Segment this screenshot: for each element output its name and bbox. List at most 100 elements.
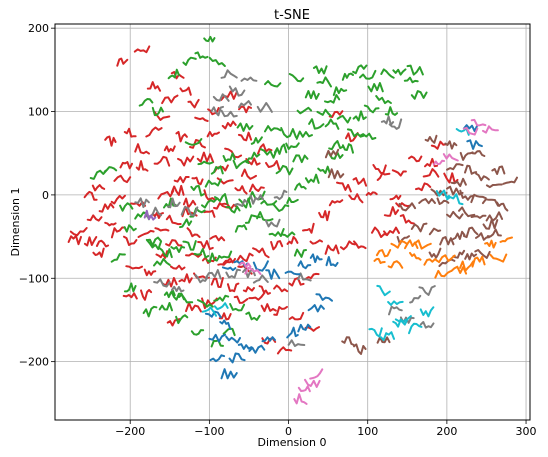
scatter-glyph-red xyxy=(242,286,255,293)
scatter-glyph-gray xyxy=(249,194,265,205)
scatter-glyph-red xyxy=(257,143,273,155)
scatter-glyph-green xyxy=(296,106,313,115)
x-tick-label: 0 xyxy=(285,425,292,438)
scatter-glyph-cyan xyxy=(446,193,464,206)
scatter-glyph-gray xyxy=(194,274,209,284)
scatter-glyph-blue xyxy=(466,139,483,150)
scatter-glyph-green xyxy=(158,247,173,259)
scatter-glyph-red xyxy=(157,189,175,200)
scatter-glyph-green xyxy=(170,245,186,253)
scatter-glyph-red xyxy=(95,239,110,248)
scatter-glyph-green xyxy=(264,125,282,133)
scatter-glyph-red xyxy=(383,206,400,217)
scatter-glyph-cyan xyxy=(387,300,404,306)
scatter-glyph-brown xyxy=(474,249,491,259)
scatter-glyph-red xyxy=(391,169,407,177)
scatter-glyph-red xyxy=(69,227,88,237)
scatter-glyph-pink xyxy=(462,126,479,136)
scatter-glyph-gray xyxy=(220,109,238,118)
scatter-glyph-blue xyxy=(309,253,323,264)
scatter-glyph-brown xyxy=(450,177,467,188)
x-tick-label: 100 xyxy=(357,425,378,438)
scatter-glyph-gray xyxy=(210,105,224,117)
scatter-glyph-red xyxy=(123,127,137,138)
scatter-glyph-gray xyxy=(225,268,241,279)
scatter-glyph-red xyxy=(258,285,271,295)
scatter-glyph-red xyxy=(196,151,215,164)
scatter-glyph-green xyxy=(341,72,354,81)
scatter-glyph-red xyxy=(365,191,378,196)
scatter-glyph-red xyxy=(260,303,277,313)
scatter-glyph-red xyxy=(189,139,206,149)
scatter-glyph-green xyxy=(273,143,288,155)
scatter-glyph-pink xyxy=(238,261,252,268)
scatter-glyph-orange xyxy=(484,239,497,249)
scatter-glyph-red xyxy=(221,120,237,130)
y-tick-label: −200 xyxy=(19,356,49,369)
scatter-glyph-red xyxy=(302,222,315,234)
scatter-glyph-brown xyxy=(438,258,456,267)
scatter-glyph-blue xyxy=(315,293,333,302)
scatter-glyph-brown xyxy=(485,211,504,222)
scatter-glyph-green xyxy=(352,64,368,75)
scatter-glyph-green xyxy=(281,231,296,238)
plot-frame xyxy=(54,23,531,421)
scatter-glyph-red xyxy=(233,295,249,304)
scatter-glyph-brown xyxy=(502,176,518,185)
y-tick-label: 200 xyxy=(28,22,49,35)
scatter-glyph-gray xyxy=(256,102,273,113)
scatter-glyph-red xyxy=(353,240,367,250)
scatter-glyph-gray xyxy=(166,197,181,209)
scatter-glyph-red xyxy=(371,226,389,238)
scatter-glyph-red xyxy=(165,239,183,247)
scatter-glyph-red xyxy=(422,168,440,178)
scatter-glyph-red xyxy=(348,193,364,204)
scatter-glyph-orange xyxy=(375,249,392,258)
scatter-glyph-green xyxy=(293,248,307,258)
scatter-glyph-blue xyxy=(252,260,269,272)
scatter-glyph-red xyxy=(276,346,293,355)
scatter-glyph-green xyxy=(359,132,377,140)
scatter-glyph-cyan xyxy=(380,331,395,342)
scatter-glyph-brown xyxy=(452,249,466,259)
scatter-glyph-red xyxy=(240,168,257,180)
scatter-glyph-red xyxy=(170,184,185,196)
scatter-glyph-red xyxy=(197,240,214,251)
scatter-glyph-red xyxy=(252,247,270,259)
scatter-glyph-blue xyxy=(284,270,301,276)
scatter-glyph-pink xyxy=(442,153,459,162)
scatter-glyph-red xyxy=(137,229,155,238)
scatter-glyph-gray xyxy=(240,76,258,82)
scatter-glyph-red xyxy=(424,157,439,168)
scatter-glyph-brown xyxy=(428,247,442,259)
scatter-glyph-green xyxy=(110,253,126,263)
y-tick-label: −100 xyxy=(19,272,49,285)
scatter-glyph-green xyxy=(359,69,377,80)
scatter-glyph-red xyxy=(191,176,204,186)
scatter-glyph-green xyxy=(375,95,392,105)
scatter-glyph-red xyxy=(153,155,171,167)
scatter-glyph-green xyxy=(316,108,332,117)
scatter-glyph-orange xyxy=(434,269,452,279)
scatter-glyph-red xyxy=(288,311,305,321)
scatter-glyph-orange xyxy=(387,260,404,269)
scatter-glyph-green xyxy=(89,169,108,180)
scatter-glyph-brown xyxy=(470,193,487,204)
scatter-glyph-red xyxy=(309,239,323,245)
scatter-glyph-brown xyxy=(475,172,490,182)
y-axis: −200 −100 0 100 200 xyxy=(19,22,55,369)
scatter-glyph-green xyxy=(380,68,395,79)
scatter-glyph-blue xyxy=(228,352,246,364)
scatter-glyph-red xyxy=(203,209,216,218)
grid xyxy=(55,24,530,420)
scatter-glyph-pink xyxy=(482,125,499,134)
scatter-glyph-red xyxy=(185,252,203,258)
scatter-glyph-green xyxy=(245,311,261,321)
scatter-glyph-red xyxy=(83,236,98,247)
scatter-glyph-orange xyxy=(409,251,422,261)
scatter-glyph-green xyxy=(346,128,365,138)
scatter-glyph-gray xyxy=(388,118,403,130)
scatter-glyph-brown xyxy=(446,210,464,220)
scatter-glyph-red xyxy=(265,160,281,171)
y-tick-label: 100 xyxy=(28,106,49,119)
